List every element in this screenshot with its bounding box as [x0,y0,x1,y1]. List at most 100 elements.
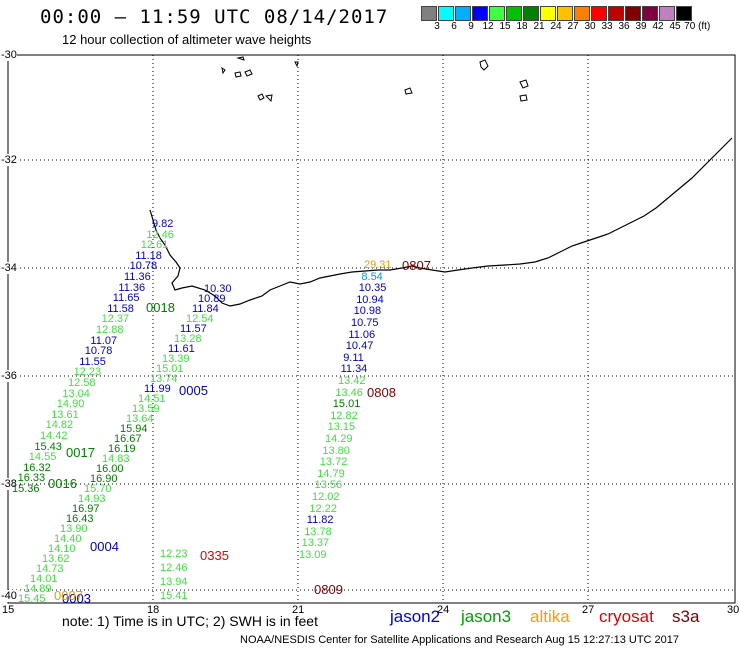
wave-height-label: 12.88 [96,324,124,336]
wave-height-label: 16.32 [23,461,51,474]
credit-line: NOAA/NESDIS Center for Satellite Applica… [240,634,680,646]
scale-label: 3 [434,21,440,32]
wave-height-label: 12.82 [330,409,358,422]
wave-height-label: 12.58 [68,377,96,389]
scale-swatch [659,6,675,21]
wave-height-label: 10.35 [358,282,387,295]
wave-height-label: 14.93 [78,493,106,505]
wave-height-label: 12.02 [312,491,340,503]
wave-height-label: 12.46 [160,562,188,574]
wave-height-label: 14.83 [102,453,130,465]
wave-height-label: 11.82 [306,514,334,527]
pass-time-label: 0018 [146,300,175,315]
wave-height-label: 9.11 [343,351,364,364]
coastline [149,137,733,307]
wave-height-label: 12.61 [140,239,169,252]
scale-swatch [506,6,522,21]
scale-label: 33 [601,21,613,32]
latitude-label: -34 [1,262,17,274]
latitude-label: -38 [1,478,17,490]
latitude-label: -30 [1,49,17,61]
wave-height-label: 13.64 [126,413,154,425]
longitude-label: 18 [147,604,160,616]
wave-height-label: 11.57 [180,323,207,335]
satellite-legend-item: jason3 [461,607,512,626]
wave-height-label: 15.41 [160,590,188,602]
pass-time-label: 0808 [367,385,396,400]
scale-label: 24 [550,21,562,32]
wave-height-label: 14.10 [48,543,76,555]
scale-label: 27 [567,21,579,32]
wave-height-label: 16.90 [90,473,118,485]
wave-height-label: 13.09 [299,549,327,561]
scale-swatch [676,6,692,21]
scale-swatch [608,6,624,21]
wave-height-label: 15.43 [34,440,62,453]
pass-time-label: 0003 [62,591,91,606]
satellite-legend-item: altika [530,607,570,626]
wave-height-label: 15.36 [12,483,40,495]
wave-height-label: 13.72 [319,456,348,469]
scale-label: 70 (ft) [684,21,711,32]
latitude-label: -40 [1,590,17,602]
wave-height-label: 13.90 [60,523,88,535]
longitude-label: 30 [727,604,740,616]
wave-height-label: 15.94 [120,423,148,435]
wave-height-label: 11.65 [112,292,140,305]
scale-label: 18 [516,21,528,32]
wave-height-label: 11.55 [79,355,106,368]
wave-height-label: 14.79 [317,467,345,480]
islands [221,56,529,103]
wave-height-label: 11.18 [135,249,162,262]
footer-note: note: 1) Time is in UTC; 2) SWH is in fe… [62,613,318,629]
longitude-label: 21 [292,604,305,616]
wave-height-label: 13.39 [162,353,190,365]
map-subtitle: 12 hour collection of altimeter wave hei… [62,32,312,47]
pass-time-label: 0809 [314,582,343,597]
longitude-label: 15 [2,604,15,616]
wave-height-label: 13.42 [338,375,366,387]
scale-label: 36 [618,21,630,32]
pass-time-label: 0005 [179,383,208,398]
scale-label: 6 [451,21,457,32]
wave-height-label: 13.59 [132,403,160,415]
scale-label: 39 [635,21,647,32]
wave-height-label: 16.33 [17,472,46,485]
wave-height-label: 11.61 [168,343,195,355]
scale-label: 9 [468,21,474,32]
wave-height-label: 10.78 [84,345,113,358]
color-scale [421,6,693,21]
wave-height-label: 12.23 [160,548,188,560]
scale-swatch [574,6,590,21]
wave-height-label: 12.22 [309,502,337,515]
scale-label: 12 [482,21,494,32]
wave-height-label: 13.46 [335,386,363,399]
wave-height-label: 15.45 [18,593,46,605]
wave-height-label: 14.90 [56,398,85,411]
scale-swatch [438,6,454,21]
wave-height-label: 13.56 [314,479,343,492]
wave-height-label: 13.94 [160,576,188,588]
wave-height-label: 14.01 [30,573,58,585]
satellite-legend-item: cryosat [599,607,654,626]
pass-time-label: 0007 [54,588,83,603]
scale-label: 45 [669,21,681,32]
wave-height-label: 16.97 [72,503,100,515]
map-frame [7,54,736,604]
wave-height-label: 10.75 [351,317,379,329]
wave-height-label: 16.43 [66,513,94,525]
wave-height-label: 13.62 [42,553,70,565]
latitude-label: -32 [1,154,17,166]
pass-time-label: 0017 [66,445,95,460]
wave-height-label: 15.01 [156,363,184,375]
map-title: 00:00 – 11:59 UTC 08/14/2017 [40,6,389,28]
scale-swatch [421,6,437,21]
wave-height-label: 12.46 [146,228,174,241]
pass-time-label: 0807 [402,258,431,273]
scale-label: 42 [652,21,664,32]
longitude-label: 27 [582,604,595,616]
wave-height-label: 11.36 [124,271,151,283]
wave-height-label: 15.01 [332,398,361,411]
wave-height-label: 13.61 [51,408,79,421]
